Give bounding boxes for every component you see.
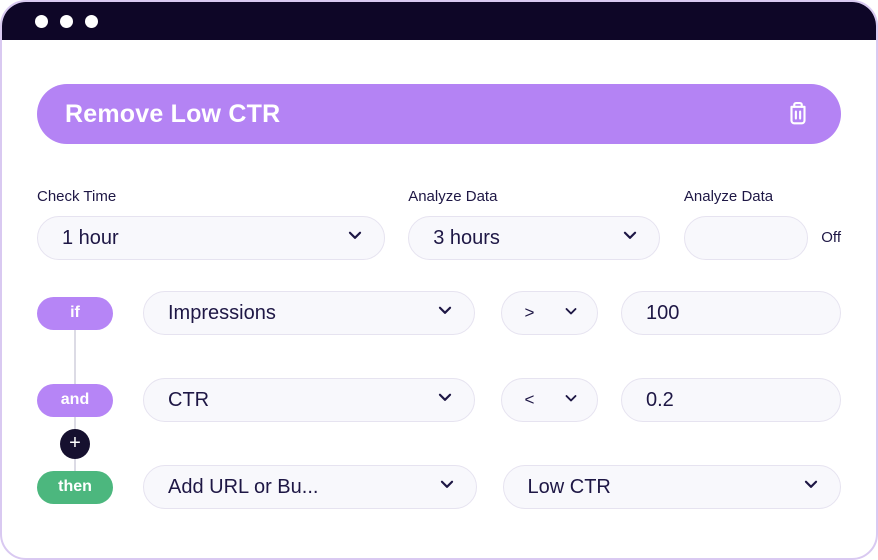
chevron-down-icon [438,475,456,499]
analyze-data-off-group: Analyze Data [683,188,809,260]
and-metric-value: CTR [168,388,210,411]
and-threshold-input[interactable] [621,378,841,422]
conditions-builder: if Impressions > and CT [37,291,841,509]
window-control-dot-1[interactable] [35,14,48,28]
then-target-value: Low CTR [527,475,611,498]
then-badge: then [37,470,113,504]
chevron-down-icon [436,388,454,412]
if-operator-value: > [524,303,535,322]
analyze-data-off-input[interactable] [683,216,809,260]
add-condition-button[interactable]: + [60,429,90,459]
if-operator-select[interactable]: > [501,291,598,335]
chevron-down-icon [563,303,579,324]
delete-rule-button[interactable] [783,98,813,131]
analyze-data-value: 3 hours [433,226,500,249]
window-control-dot-2[interactable] [60,14,73,28]
chevron-down-icon [802,475,820,499]
check-time-select[interactable]: 1 hour [37,216,386,260]
off-status-label: Off [821,229,841,246]
chevron-down-icon [346,226,364,250]
condition-row-then: then Add URL or Bu... Low CTR [37,465,841,509]
chevron-down-icon [621,226,639,250]
trash-icon [783,98,813,131]
if-metric-value: Impressions [168,301,276,324]
check-time-label: Check Time [37,188,117,205]
and-operator-value: < [524,390,535,409]
window-titlebar [2,2,876,40]
rule-header-bar: Remove Low CTR [37,84,841,144]
rule-title: Remove Low CTR [65,99,281,128]
then-action-select[interactable]: Add URL or Bu... [143,465,477,509]
check-time-value: 1 hour [62,226,119,249]
if-threshold-input[interactable] [621,291,841,335]
condition-row-if: if Impressions > [37,291,841,335]
analyze-data-group: Analyze Data 3 hours [408,188,660,260]
analyze-data-select[interactable]: 3 hours [408,216,660,260]
analyze-data-label: Analyze Data [408,188,498,205]
condition-row-and: and CTR < [37,378,841,422]
window-control-dot-3[interactable] [85,14,98,28]
rule-builder-panel: Remove Low CTR Check Time 1 hour [2,40,876,558]
analyze-data-off-label: Analyze Data [683,188,774,205]
then-target-select[interactable]: Low CTR [502,465,841,509]
and-badge: and [37,383,113,417]
schedule-settings-row: Check Time 1 hour Analyze Data 3 hours [37,188,841,260]
chevron-down-icon [563,390,579,411]
and-metric-select[interactable]: CTR [143,378,476,422]
check-time-group: Check Time 1 hour [37,188,386,260]
chevron-down-icon [436,301,454,325]
if-badge: if [37,296,113,330]
if-metric-select[interactable]: Impressions [143,291,476,335]
then-action-value: Add URL or Bu... [168,475,319,498]
and-operator-select[interactable]: < [501,378,598,422]
